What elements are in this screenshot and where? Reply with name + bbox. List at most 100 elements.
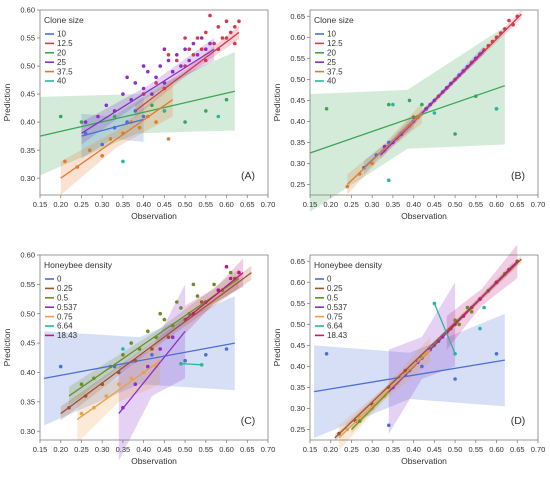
legend-entry: 20 — [327, 49, 336, 58]
data-point — [457, 322, 462, 327]
data-point — [216, 288, 221, 293]
x-tick-label: 0.70 — [261, 445, 276, 454]
y-tick-label: 0.60 — [20, 6, 35, 15]
data-point — [387, 423, 391, 428]
data-point — [224, 97, 229, 102]
legend-title: Honeybee density — [314, 260, 383, 270]
data-point — [154, 81, 158, 85]
x-tick-label: 0.55 — [199, 200, 214, 209]
y-tick-label: 0.25 — [290, 425, 305, 434]
x-tick-label: 0.35 — [386, 200, 401, 209]
x-tick-label: 0.25 — [74, 445, 89, 454]
data-point — [212, 41, 216, 46]
data-point — [137, 125, 142, 130]
data-point — [507, 18, 511, 23]
data-point — [208, 13, 212, 18]
data-point — [387, 178, 391, 183]
y-axis-label: Prediction — [272, 328, 282, 366]
data-point — [129, 341, 133, 345]
y-tick-label: 0.55 — [290, 54, 305, 63]
data-point — [104, 103, 109, 108]
y-tick-label: 0.55 — [20, 34, 35, 43]
x-tick-label: 0.40 — [136, 200, 151, 209]
legend: Honeybee density 00.250.50.5370.756.6418.… — [44, 260, 113, 340]
x-tick-label: 0.55 — [469, 445, 484, 454]
y-tick-label: 0.40 — [290, 362, 305, 371]
legend: Honeybee density 00.250.50.5370.756.6418.… — [314, 260, 383, 340]
x-tick-label: 0.25 — [344, 200, 359, 209]
data-point — [237, 19, 241, 24]
data-point — [146, 329, 150, 334]
legend-entry: 10 — [327, 30, 336, 39]
data-point — [212, 282, 216, 287]
data-point — [121, 92, 125, 96]
legend-entry: 0.25 — [327, 284, 343, 293]
data-point — [150, 92, 154, 96]
fit-line-0 — [44, 342, 235, 379]
fit-line-12.5 — [134, 31, 240, 112]
x-tick-label: 0.20 — [323, 445, 338, 454]
data-point — [179, 306, 183, 310]
fit-line-25 — [380, 49, 485, 156]
data-point — [224, 36, 229, 40]
data-point — [158, 347, 162, 351]
data-point — [199, 363, 204, 367]
y-tick-label: 0.40 — [20, 368, 35, 377]
panel-3: 0.15 0.20 0.25 0.30 0.35 0.40 0.45 0.50 0.55 0.60… — [2, 251, 275, 466]
legend-title: Honeybee density — [44, 260, 113, 270]
panel-2: 0.15 0.20 0.25 0.30 0.35 0.40 0.45 0.50 0.55 0.60… — [272, 9, 546, 221]
data-point — [150, 103, 154, 108]
x-tick-label: 0.45 — [157, 200, 172, 209]
data-point — [204, 47, 208, 51]
y-tick-label: 0.45 — [290, 341, 305, 350]
legend-entry: 18.43 — [57, 331, 78, 340]
data-point — [420, 364, 424, 369]
y-tick-label: 0.45 — [290, 96, 305, 105]
data-point — [482, 305, 486, 310]
legend-entry: 6.64 — [327, 322, 343, 331]
legend-entry: 0.5 — [57, 294, 69, 303]
panel-label: (B) — [511, 170, 525, 182]
x-tick-label: 0.50 — [448, 445, 463, 454]
x-tick-label: 0.20 — [323, 200, 338, 209]
y-tick-label: 0.35 — [290, 138, 305, 147]
y-tick-label: 0.60 — [290, 33, 305, 42]
y-tick-label: 0.40 — [20, 118, 35, 127]
data-point — [199, 36, 204, 40]
data-point — [58, 364, 63, 369]
data-point — [96, 114, 100, 119]
data-point — [158, 311, 162, 316]
data-point — [166, 137, 171, 141]
data-point — [87, 148, 92, 152]
data-point — [191, 41, 196, 46]
data-point — [162, 109, 167, 113]
data-point — [141, 64, 146, 68]
data-point — [125, 75, 129, 80]
x-tick-label: 0.50 — [178, 200, 193, 209]
x-tick-label: 0.65 — [240, 200, 255, 209]
data-point — [58, 114, 63, 119]
x-tick-label: 0.15 — [303, 445, 318, 454]
x-tick-label: 0.70 — [531, 200, 546, 209]
x-tick-label: 0.50 — [178, 445, 193, 454]
data-point — [391, 102, 395, 107]
x-tick-label: 0.60 — [219, 445, 234, 454]
x-axis-label: Observation — [401, 456, 447, 466]
x-tick-label: 0.25 — [344, 445, 359, 454]
plot-frame — [39, 254, 269, 441]
data-point — [170, 69, 175, 74]
fit-line-0 — [314, 359, 505, 393]
data-point — [175, 58, 179, 63]
y-axis-label: Prediction — [272, 83, 282, 121]
data-point — [183, 36, 187, 40]
x-tick-label: 0.50 — [448, 200, 463, 209]
data-point — [170, 335, 175, 340]
x-tick-label: 0.30 — [95, 200, 110, 209]
data-point — [195, 53, 200, 57]
x-tick-label: 0.65 — [510, 200, 525, 209]
data-point — [494, 107, 499, 111]
data-point — [387, 102, 391, 107]
legend-entry: 25 — [327, 58, 336, 67]
x-tick-label: 0.45 — [427, 200, 442, 209]
x-axis-label: Observation — [131, 456, 177, 466]
